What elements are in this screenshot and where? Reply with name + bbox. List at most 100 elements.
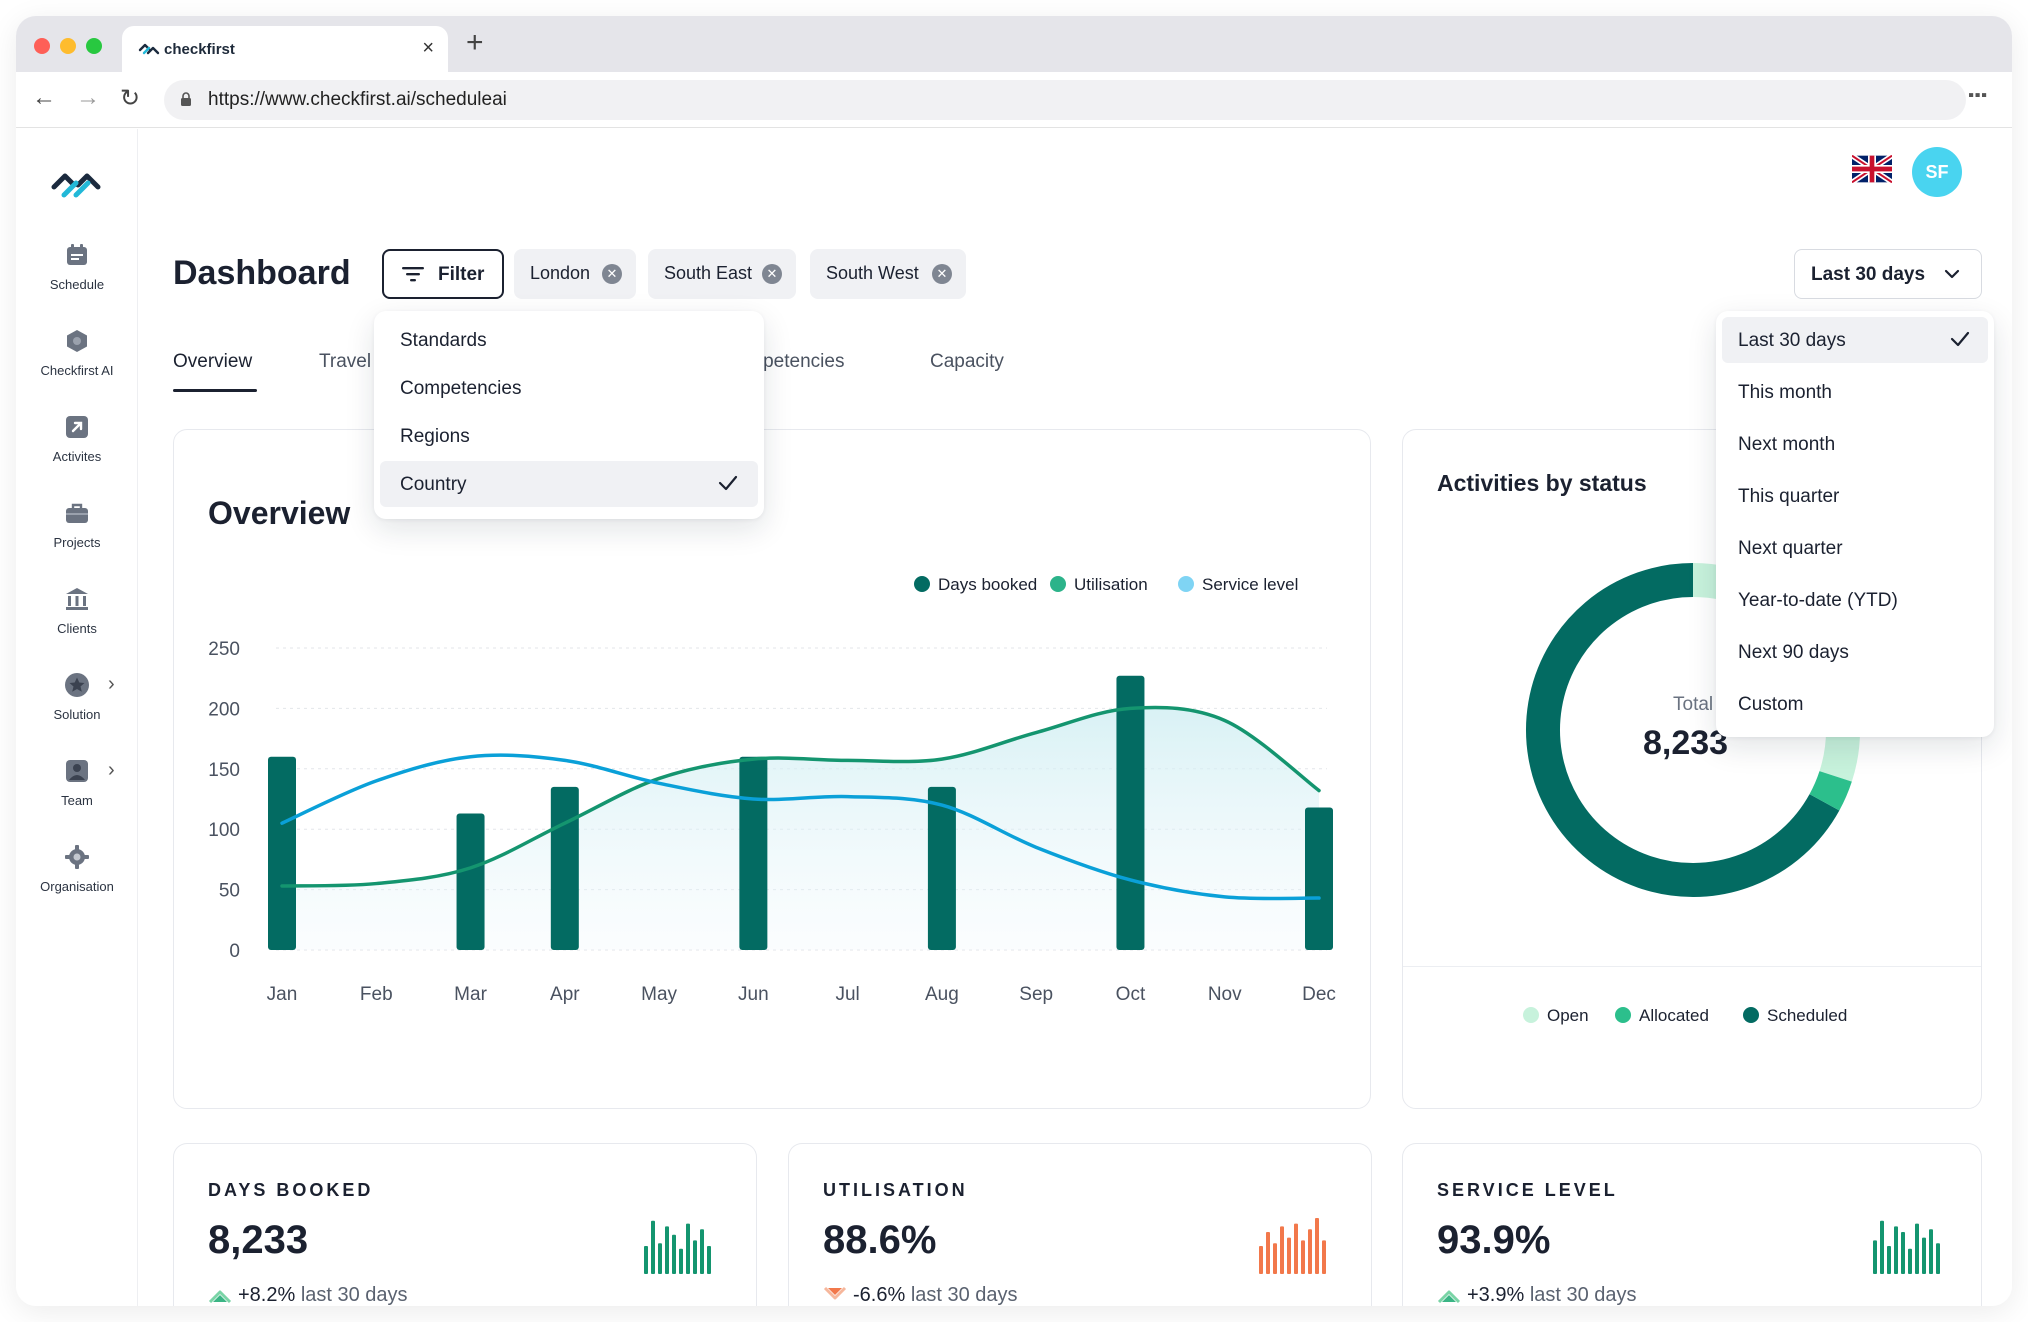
- legend-open[interactable]: Open: [1523, 1006, 1589, 1026]
- sidebar-item-projects[interactable]: Projects: [16, 499, 138, 550]
- sparkline-bar: [1880, 1220, 1884, 1274]
- sidebar-item-solution[interactable]: › Solution: [16, 671, 138, 722]
- period-select[interactable]: Last 30 days: [1794, 249, 1982, 299]
- x-tick-label: Mar: [454, 984, 487, 1005]
- period-menu-item[interactable]: Next quarter: [1722, 525, 1988, 571]
- kpi-label: DAYS BOOKED: [208, 1180, 374, 1200]
- sparkline-bar: [1894, 1226, 1898, 1274]
- minimize-window-button[interactable]: [60, 38, 76, 54]
- sparkline-bar: [1273, 1243, 1277, 1274]
- chevron-right-icon[interactable]: ›: [108, 759, 115, 781]
- kpi-trend-period: last 30 days: [910, 1284, 1018, 1306]
- uk-flag-icon[interactable]: [1852, 155, 1892, 183]
- lock-icon: [181, 92, 191, 106]
- donut-slice-allocated: [1809, 770, 1852, 811]
- tab-close-icon[interactable]: ×: [422, 37, 434, 59]
- remove-chip-icon[interactable]: ✕: [932, 264, 952, 284]
- chevron-right-icon[interactable]: ›: [108, 673, 115, 695]
- browser-toolbar: ← → ↻ https://www.checkfirst.ai/schedule…: [16, 72, 2012, 128]
- bar-days-booked: [456, 813, 485, 950]
- tab-travel[interactable]: Travel: [319, 351, 372, 372]
- sparkline-bar: [693, 1240, 697, 1274]
- tab-overview[interactable]: Overview: [173, 351, 253, 372]
- filter-chip-south-east[interactable]: South East ✕: [648, 249, 796, 299]
- filter-menu-item-country[interactable]: Country: [380, 461, 758, 507]
- checkfirst-logo-icon[interactable]: [50, 167, 102, 203]
- back-arrow-icon[interactable]: ←: [32, 84, 56, 111]
- menu-item-label: Standards: [400, 330, 487, 351]
- sidebar-item-label: Solution: [53, 707, 101, 722]
- page-title: Dashboard: [173, 254, 351, 292]
- y-tick-label: 150: [208, 760, 240, 781]
- forward-arrow-icon[interactable]: →: [76, 84, 100, 111]
- tab-capacity[interactable]: Capacity: [930, 351, 1004, 372]
- period-menu-item[interactable]: Next 90 days: [1722, 629, 1988, 675]
- filter-menu-item-competencies[interactable]: Competencies: [380, 365, 758, 411]
- menu-item-label: Custom: [1738, 694, 1804, 715]
- briefcase-icon: [66, 503, 88, 523]
- legend-allocated[interactable]: Allocated: [1615, 1006, 1709, 1026]
- sidebar-item-label: Clients: [57, 621, 97, 636]
- maximize-window-button[interactable]: [86, 38, 102, 54]
- menu-item-label: Next 90 days: [1738, 642, 1849, 663]
- donut-total-label: Total: [1673, 694, 1714, 715]
- filter-chip-label: London: [530, 263, 591, 283]
- remove-chip-icon[interactable]: ✕: [602, 264, 622, 284]
- remove-chip-icon[interactable]: ✕: [762, 264, 782, 284]
- menu-item-label: Year-to-date (YTD): [1738, 590, 1898, 611]
- address-bar[interactable]: https://www.checkfirst.ai/scheduleai: [164, 80, 1966, 120]
- sidebar-item-checkfirst-ai[interactable]: Checkfirst AI: [16, 327, 138, 378]
- kpi-trend: +3.9% last 30 days: [1437, 1284, 1637, 1306]
- filter-icon: [402, 267, 424, 282]
- legend-utilisation[interactable]: Utilisation: [1050, 575, 1148, 595]
- period-menu-item[interactable]: This month: [1722, 369, 1988, 415]
- filter-menu-item-standards[interactable]: Standards: [380, 317, 758, 363]
- period-menu-item[interactable]: This quarter: [1722, 473, 1988, 519]
- legend-label: Days booked: [938, 575, 1038, 594]
- menu-item-label: Competencies: [400, 378, 522, 399]
- menu-item-label: Last 30 days: [1738, 330, 1846, 351]
- period-menu-item[interactable]: Next month: [1722, 421, 1988, 467]
- sparkline-bar: [1301, 1240, 1305, 1274]
- period-menu-item[interactable]: Last 30 days: [1722, 317, 1988, 363]
- filter-chip-south-west[interactable]: South West ✕: [810, 249, 966, 299]
- legend-days-booked[interactable]: Days booked: [914, 575, 1037, 595]
- legend-swatch: [1615, 1007, 1631, 1023]
- sidebar-item-organisation[interactable]: Organisation: [16, 843, 138, 894]
- sparkline-bar: [686, 1223, 690, 1274]
- legend-label: Service level: [1202, 575, 1299, 594]
- period-menu-item[interactable]: Year-to-date (YTD): [1722, 577, 1988, 623]
- period-select-label: Last 30 days: [1811, 264, 1926, 285]
- browser-tab[interactable]: checkfirst ×: [122, 26, 448, 72]
- reload-icon[interactable]: ↻: [120, 85, 141, 112]
- sidebar-item-team[interactable]: › Team: [16, 757, 138, 808]
- sidebar-item-clients[interactable]: Clients: [16, 585, 138, 636]
- period-menu-item[interactable]: Custom: [1722, 681, 1988, 727]
- filter-button[interactable]: Filter: [382, 249, 504, 299]
- status-title: Activities by status: [1437, 470, 1647, 496]
- legend-service-level[interactable]: Service level: [1178, 575, 1298, 595]
- avatar[interactable]: SF: [1912, 147, 1962, 197]
- sparkline-bar: [1315, 1218, 1319, 1274]
- app-content: Schedule Checkfirst AI Activites: [16, 129, 2012, 1306]
- kpi-trend-value: +3.9%: [1467, 1284, 1525, 1306]
- browser-menu-icon[interactable]: ⋮: [1965, 84, 1990, 104]
- filter-menu-item-regions[interactable]: Regions: [380, 413, 758, 459]
- y-tick-label: 50: [219, 881, 240, 902]
- filter-chip-london[interactable]: London ✕: [514, 249, 636, 299]
- new-tab-button[interactable]: +: [466, 26, 484, 59]
- kpi-value: 8,233: [208, 1218, 309, 1262]
- sidebar-item-activites[interactable]: Activites: [16, 413, 138, 464]
- legend-scheduled[interactable]: Scheduled: [1743, 1006, 1847, 1026]
- sparkline-bar: [1294, 1223, 1298, 1274]
- menu-item-label: Next month: [1738, 434, 1836, 455]
- sidebar-item-schedule[interactable]: Schedule: [16, 241, 138, 292]
- x-tick-label: Oct: [1116, 984, 1146, 1005]
- filter-chip-label: South East: [664, 263, 753, 283]
- check-icon: [1950, 331, 1970, 347]
- sparkline-bar: [1936, 1243, 1940, 1274]
- close-window-button[interactable]: [34, 38, 50, 54]
- overview-card: Overview Days booked Utilisation Service…: [173, 429, 1371, 1109]
- sidebar-item-label: Checkfirst AI: [40, 363, 114, 378]
- overview-chart: 0 50 100 150 200 250 Jan Feb Mar Apr May Jun Jul Aug S…: [208, 639, 1336, 1005]
